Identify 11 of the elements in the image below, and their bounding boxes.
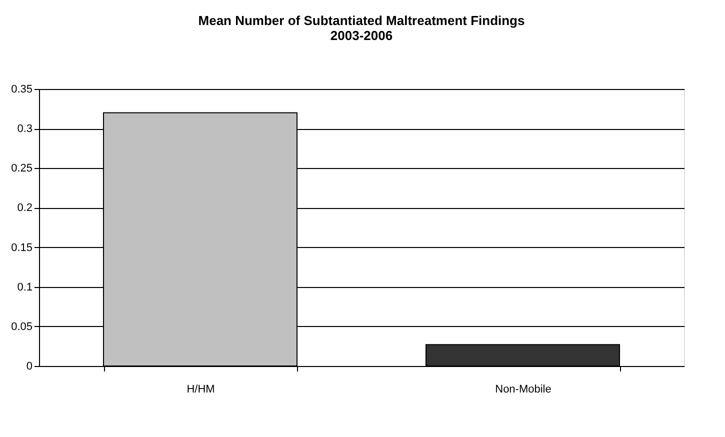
y-tick-label: 0.3 <box>17 123 32 136</box>
y-tick-label: 0.15 <box>11 242 32 254</box>
chart-title: Mean Number of Subtantiated Maltreatment Findings 2003-2006 <box>198 13 525 43</box>
y-tick-label: 0.2 <box>17 202 32 214</box>
x-tick-label: Non-Mobile <box>495 384 552 396</box>
y-tick-label: 0 <box>26 360 32 372</box>
y-tick-label: 0.05 <box>11 320 32 333</box>
y-tick-label: 0.25 <box>11 162 32 175</box>
y-tick-label: 0.35 <box>11 84 32 96</box>
y-tick-label: 0.1 <box>17 281 32 294</box>
x-tick-label: H/HM <box>186 384 215 396</box>
